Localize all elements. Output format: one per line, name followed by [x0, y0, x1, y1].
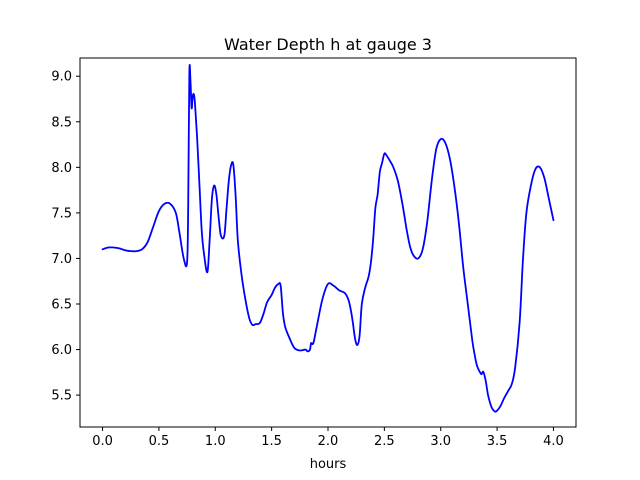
y-tick-label: 6.0 [51, 343, 72, 358]
plot-area [101, 64, 555, 413]
y-tick-label: 7.5 [51, 206, 72, 221]
y-tick-label: 8.5 [51, 115, 72, 130]
x-axis-label: hours [310, 457, 347, 472]
y-tick-label: 8.0 [51, 161, 72, 176]
x-axis-ticks: 0.0 0.5 1.0 1.5 2.0 2.5 3.0 3.5 4.0 [92, 427, 564, 449]
series-line-0 [101, 64, 555, 413]
x-tick-label: 0.0 [92, 434, 113, 449]
axes-frame [79, 57, 577, 428]
y-tick-label: 6.5 [51, 298, 72, 313]
y-tick-label: 7.0 [51, 252, 72, 267]
x-tick-label: 2.0 [318, 434, 339, 449]
x-tick-label: 1.0 [205, 434, 226, 449]
chart-title: Water Depth h at gauge 3 [224, 35, 432, 54]
y-tick-label: 5.5 [51, 389, 72, 404]
x-tick-label: 0.5 [149, 434, 170, 449]
x-tick-label: 4.0 [543, 434, 564, 449]
y-tick-label: 9.0 [51, 70, 72, 85]
x-tick-label: 2.5 [374, 434, 395, 449]
x-tick-label: 1.5 [261, 434, 282, 449]
x-tick-label: 3.5 [487, 434, 508, 449]
y-axis-ticks: 5.5 6.0 6.5 7.0 7.5 8.0 8.5 9.0 [51, 70, 80, 404]
x-tick-label: 3.0 [430, 434, 451, 449]
